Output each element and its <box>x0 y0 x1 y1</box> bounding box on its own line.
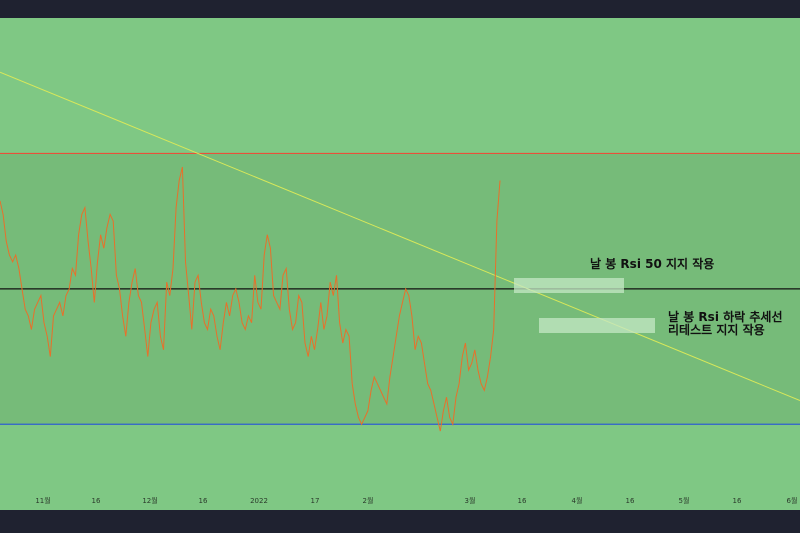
rsi-downtrend-line <box>0 71 800 402</box>
annotation-trendline-line1: 날 봉 Rsi 하락 추세선 <box>668 309 783 324</box>
x-tick-label: 3월 <box>465 496 476 505</box>
bottom-bar <box>0 510 800 533</box>
x-tick-label: 16 <box>199 497 208 505</box>
x-tick-label: 6월 <box>787 496 798 505</box>
x-axis-ticks: 11월 16 12월 16 2022 17 2월 3월 16 4월 16 5월 16 6월 <box>35 496 797 505</box>
chart-svg: 날 봉 Rsi 50 지지 작용 날 봉 Rsi 하락 추세선 리테스트 지지 … <box>0 18 800 510</box>
rsi-series-line <box>0 166 501 432</box>
x-tick-label: 12월 <box>142 496 157 505</box>
rsi-chart: 날 봉 Rsi 50 지지 작용 날 봉 Rsi 하락 추세선 리테스트 지지 … <box>0 18 800 510</box>
x-tick-label: 4월 <box>572 496 583 505</box>
x-tick-label: 11월 <box>35 496 50 505</box>
x-tick-label: 16 <box>733 497 742 505</box>
annotation-box-trendline-retest <box>539 318 655 333</box>
x-tick-label: 2022 <box>250 497 268 505</box>
x-tick-label: 17 <box>311 497 320 505</box>
x-tick-label: 5월 <box>679 496 690 505</box>
annotation-trendline-line2: 리테스트 지지 작용 <box>668 322 765 337</box>
annotation-box-50-support <box>514 278 624 293</box>
x-tick-label: 2월 <box>363 496 374 505</box>
annotation-50-support: 날 봉 Rsi 50 지지 작용 <box>590 256 714 271</box>
x-tick-label: 16 <box>518 497 527 505</box>
x-tick-label: 16 <box>626 497 635 505</box>
x-tick-label: 16 <box>92 497 101 505</box>
